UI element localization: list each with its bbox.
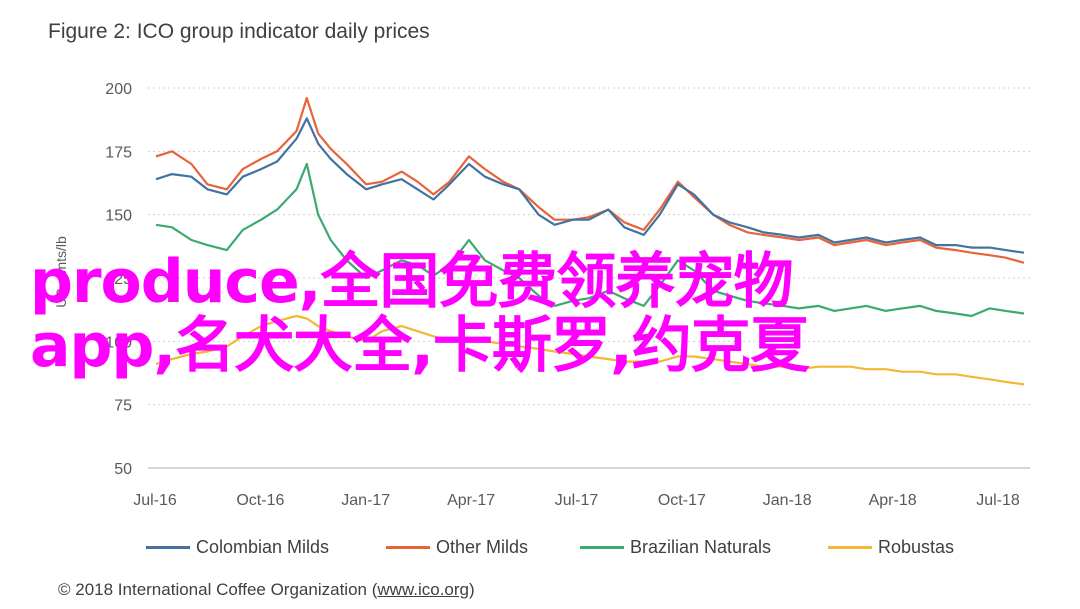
ico-link[interactable]: www.ico.org [377,580,469,599]
y-axis-ticks: 50 75 100 125 150 175 200 [105,81,132,478]
legend-label: Other Milds [436,536,529,557]
copyright-note: © 2018 International Coffee Organization… [58,580,475,600]
x-tick-label: Apr-18 [869,492,917,509]
x-tick-label: Oct-17 [658,492,706,509]
gridlines [148,87,1030,469]
y-tick-label: 100 [105,334,132,351]
legend-item-other-milds: Other Milds [386,536,528,558]
copyright-suffix: ) [469,580,475,599]
legend-label: Colombian Milds [196,536,330,557]
x-tick-label: Oct-16 [236,492,284,509]
copyright-prefix: © 2018 International Coffee Organization… [58,580,378,599]
legend-label: Brazilian Naturals [630,536,772,557]
legend-swatch [386,545,430,549]
legend-item-colombian-milds: Colombian Milds [146,536,329,558]
legend: Colombian Milds Other Milds Brazilian Na… [0,536,1080,560]
y-tick-label: 150 [105,208,132,225]
x-tick-label: Jul-17 [555,492,599,509]
y-tick-label: 50 [114,461,132,478]
x-tick-label: Jul-16 [133,492,177,509]
y-tick-label: 175 [105,144,132,161]
y-tick-label: 125 [105,271,132,288]
overlay-line-2: app,名犬大全,卡斯罗,约克夏 [30,311,810,381]
line-colombian-milds [155,117,1025,254]
legend-swatch [828,545,872,549]
x-axis-ticks: Jul-16 Oct-16 Jan-17 Apr-17 Jul-17 Oct-17 Jan-… [133,492,1020,509]
x-tick-label: Jan-18 [763,492,812,509]
series-lines [155,96,1025,386]
x-tick-label: Jul-18 [976,492,1020,509]
legend-item-robustas: Robustas [828,536,954,558]
chart-title: Figure 2: ICO group indicator daily pric… [48,20,430,43]
legend-label: Robustas [878,536,955,557]
line-other-milds [155,96,1025,264]
legend-item-brazilian-naturals: Brazilian Naturals [580,536,771,558]
legend-swatch [580,545,624,549]
overlay-watermark-text: produce,全国免费领养宠物 app,名犬大全,卡斯罗,约克夏 [30,247,810,381]
legend-swatch [146,545,190,549]
y-tick-label: 200 [105,81,132,98]
overlay-line-1: produce,全国免费领养宠物 [30,247,793,317]
y-tick-label: 75 [114,398,132,415]
line-brazilian-naturals [155,162,1025,318]
y-axis-label: US cents/lb [53,236,69,308]
x-tick-label: Apr-17 [447,492,495,509]
x-tick-label: Jan-17 [341,492,390,509]
line-robustas [155,314,1025,386]
